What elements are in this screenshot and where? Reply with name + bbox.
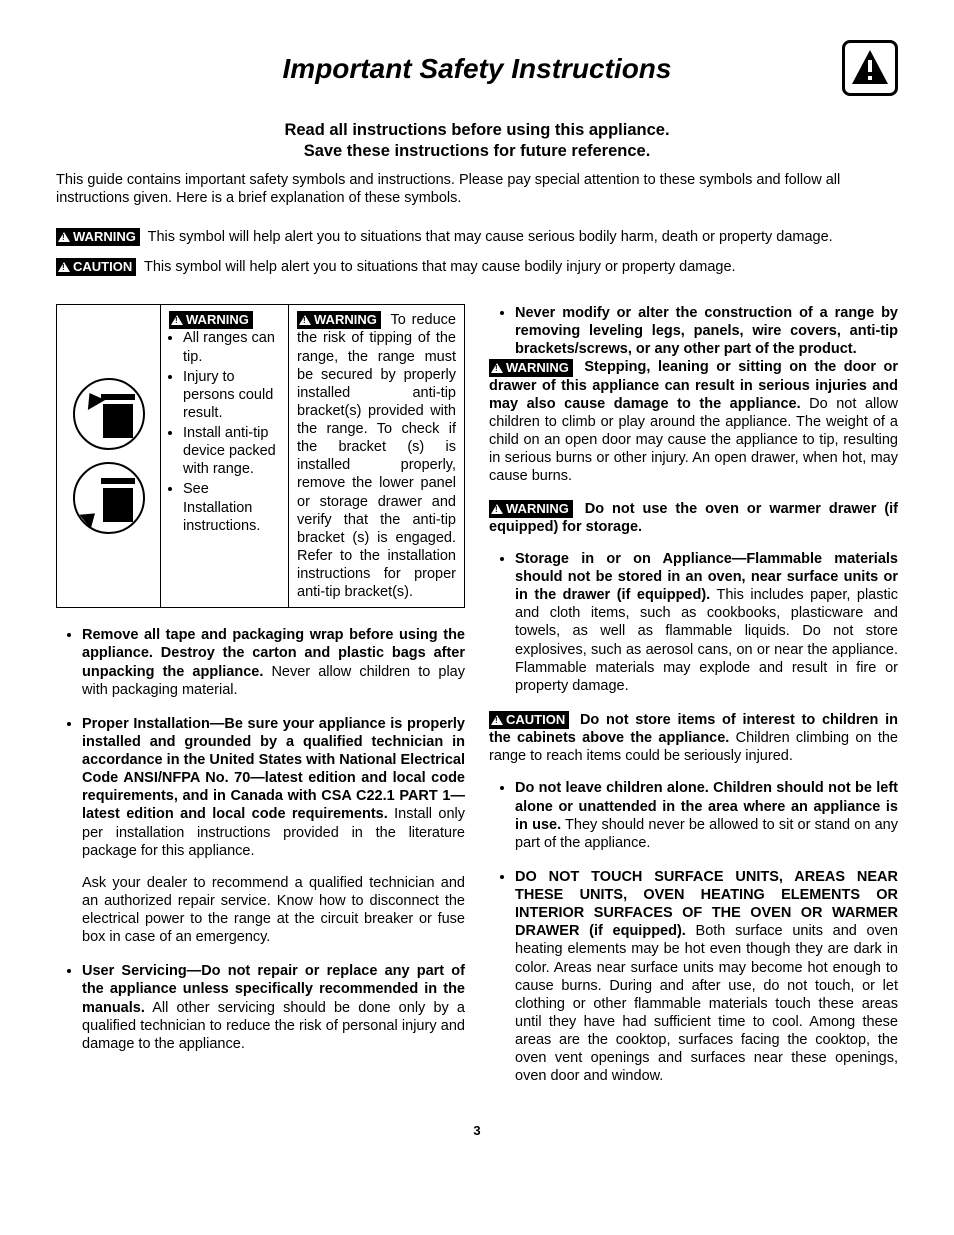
warning-label: WARNING xyxy=(73,229,136,245)
warning-label: WARNING xyxy=(314,312,377,328)
warning-badge: WARNING xyxy=(297,311,381,329)
anti-tip-illustrations xyxy=(57,305,161,607)
list-item: Proper Installation—Be sure your applian… xyxy=(82,715,465,947)
anti-tip-bullet-list: All ranges can tip. Injury to persons co… xyxy=(169,329,280,534)
triangle-icon xyxy=(491,715,503,725)
list-item: Do not leave children alone. Children sh… xyxy=(515,779,898,852)
header-row: Important Safety Instructions xyxy=(56,40,898,96)
anti-tip-box: WARNING All ranges can tip. Injury to pe… xyxy=(56,304,465,608)
triangle-icon xyxy=(171,315,183,325)
body-columns: WARNING All ranges can tip. Injury to pe… xyxy=(56,304,898,1093)
warning-symbol-explainer: WARNING This symbol will help alert you … xyxy=(56,228,898,246)
warning-badge: WARNING xyxy=(56,228,140,246)
list-item: DO NOT TOUCH SURFACE UNITS, AREAS NEAR T… xyxy=(515,868,898,1086)
body-text: They should never be allowed to sit or s… xyxy=(515,817,898,851)
caution-badge: CAUTION xyxy=(489,711,569,729)
caution-symbol-text: This symbol will help alert you to situa… xyxy=(144,259,736,275)
triangle-icon xyxy=(491,504,503,514)
anti-tip-bracket-icon xyxy=(73,462,145,534)
intro-paragraph: This guide contains important safety sym… xyxy=(56,171,898,207)
caution-symbol-explainer: CAUTION This symbol will help alert you … xyxy=(56,258,898,276)
list-item: Install anti-tip device packed with rang… xyxy=(183,424,280,478)
caution-badge: CAUTION xyxy=(56,258,136,276)
subheading: Read all instructions before using this … xyxy=(56,120,898,161)
warning-storage: WARNING Do not use the oven or warmer dr… xyxy=(489,500,898,536)
warning-badge: WARNING xyxy=(489,500,573,518)
body-text: Ask your dealer to recommend a qualified… xyxy=(82,874,465,947)
subhead-line2: Save these instructions for future refer… xyxy=(304,142,651,160)
list-item: All ranges can tip. xyxy=(183,329,280,365)
warning-badge: WARNING xyxy=(489,359,573,377)
body-text: Both surface units and oven heating elem… xyxy=(515,923,898,1084)
caution-label: CAUTION xyxy=(506,712,565,728)
anti-tip-paragraph: To reduce the risk of tipping of the ran… xyxy=(297,312,456,600)
bold-text: Never modify or alter the construction o… xyxy=(515,305,898,357)
triangle-icon xyxy=(58,232,70,242)
warning-label: WARNING xyxy=(186,312,249,328)
triangle-icon xyxy=(58,262,70,272)
list-item: Never modify or alter the construction o… xyxy=(515,304,898,358)
list-item: User Servicing—Do not repair or replace … xyxy=(82,962,465,1053)
alert-icon xyxy=(842,40,898,96)
triangle-icon xyxy=(491,363,503,373)
tipping-stove-icon xyxy=(73,378,145,450)
warning-stepping: WARNING Stepping, leaning or sitting on … xyxy=(489,358,898,485)
list-item: Remove all tape and packaging wrap befor… xyxy=(82,626,465,699)
right-bullet-list: Do not leave children alone. Children sh… xyxy=(489,779,898,1085)
list-item: Injury to persons could result. xyxy=(183,368,280,422)
storage-bullet-list: Storage in or on Appliance—Flammable mat… xyxy=(489,550,898,695)
subhead-line1: Read all instructions before using this … xyxy=(284,121,669,139)
list-item: See Installation instructions. xyxy=(183,480,280,534)
list-item: Storage in or on Appliance—Flammable mat… xyxy=(515,550,898,695)
anti-tip-paragraph-col: WARNING To reduce the risk of tipping of… xyxy=(289,305,464,607)
caution-label: CAUTION xyxy=(73,259,132,275)
warning-symbol-text: This symbol will help alert you to situa… xyxy=(148,229,833,245)
warning-label: WARNING xyxy=(506,501,569,517)
caution-children: CAUTION Do not store items of interest t… xyxy=(489,711,898,766)
triangle-icon xyxy=(299,315,311,325)
warning-label: WARNING xyxy=(506,360,569,376)
page-title: Important Safety Instructions xyxy=(112,51,842,86)
warning-badge: WARNING xyxy=(169,311,253,329)
page-number: 3 xyxy=(56,1123,898,1139)
anti-tip-bullets-col: WARNING All ranges can tip. Injury to pe… xyxy=(161,305,289,607)
